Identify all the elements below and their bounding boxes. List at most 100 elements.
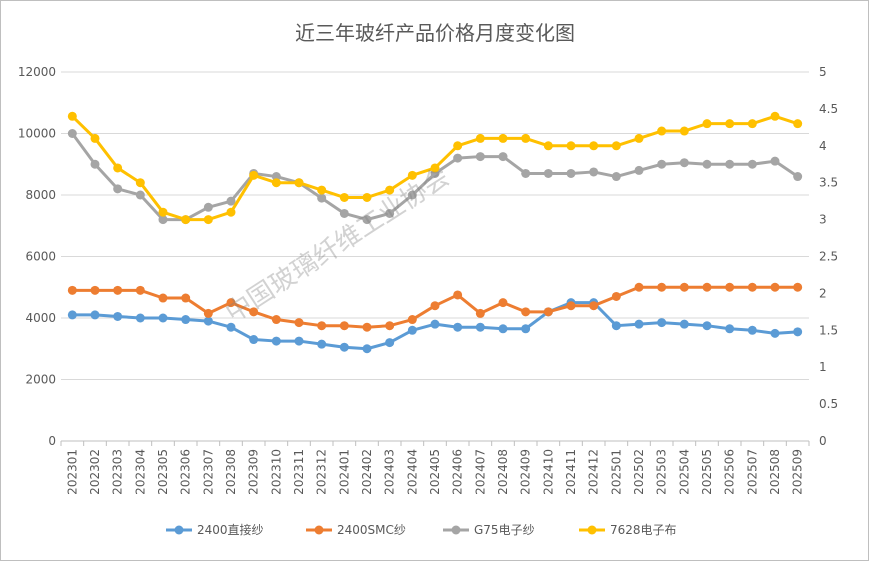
x-tick-label: 202301: [65, 449, 79, 495]
data-point: [543, 168, 553, 178]
x-tick-label: 202401: [337, 449, 351, 495]
y-left-tick-label: 0: [48, 434, 56, 448]
data-point: [317, 321, 327, 331]
data-point: [67, 111, 77, 121]
x-tick-label: 202411: [564, 449, 578, 495]
x-tick-label: 202506: [723, 449, 737, 495]
data-point: [203, 316, 213, 326]
data-point: [430, 301, 440, 311]
data-point: [702, 159, 712, 169]
y-left-tick-label: 2000: [25, 373, 56, 387]
data-point: [725, 159, 735, 169]
data-point: [271, 336, 281, 346]
data-point: [271, 315, 281, 325]
x-axis: 202301 202302 202303 202304 202305 202306 2023…: [60, 441, 810, 495]
chart-title: 近三年玻纤产品价格月度变化图: [295, 21, 575, 45]
data-point: [611, 141, 621, 151]
data-point: [158, 313, 168, 323]
x-tick-label: 202410: [541, 449, 555, 495]
data-point: [543, 141, 553, 151]
x-tick-label: 202302: [88, 449, 102, 495]
data-point: [271, 172, 281, 182]
data-point: [362, 344, 372, 354]
data-point: [475, 308, 485, 318]
data-point: [793, 282, 803, 292]
x-tick-label: 202305: [156, 449, 170, 495]
x-tick-label: 202312: [315, 449, 329, 495]
data-point: [679, 319, 689, 329]
data-point: [317, 185, 327, 195]
data-point: [521, 307, 531, 317]
data-point: [90, 310, 100, 320]
data-point: [747, 325, 757, 335]
y-right-tick-label: 1: [819, 360, 827, 374]
data-point: [226, 298, 236, 308]
x-tick-label: 202507: [745, 449, 759, 495]
data-point: [475, 152, 485, 162]
data-point: [113, 163, 123, 173]
series-group: [67, 111, 803, 354]
y-right-tick-label: 2.5: [819, 250, 838, 264]
data-point: [498, 324, 508, 334]
data-point: [339, 321, 349, 331]
data-point: [407, 315, 417, 325]
legend-marker: [451, 525, 461, 535]
data-point: [521, 168, 531, 178]
x-tick-label: 202509: [791, 449, 805, 495]
legend-item: 2400SMC纱: [306, 523, 406, 537]
data-point: [113, 184, 123, 194]
data-point: [135, 285, 145, 295]
data-point: [430, 163, 440, 173]
x-tick-label: 202311: [292, 449, 306, 495]
data-point: [181, 215, 191, 225]
legend-label: G75电子纱: [474, 523, 535, 537]
legend-label: 2400SMC纱: [337, 523, 406, 537]
data-point: [566, 141, 576, 151]
data-point: [317, 193, 327, 203]
data-point: [385, 338, 395, 348]
data-point: [679, 158, 689, 168]
x-tick-label: 202303: [111, 449, 125, 495]
data-point: [67, 310, 77, 320]
data-point: [634, 282, 644, 292]
data-point: [203, 202, 213, 212]
data-point: [181, 293, 191, 303]
legend-marker: [587, 525, 597, 535]
data-point: [475, 133, 485, 143]
x-tick-label: 202402: [360, 449, 374, 495]
legend-marker: [314, 525, 324, 535]
data-point: [135, 178, 145, 188]
data-point: [339, 208, 349, 218]
data-point: [634, 165, 644, 175]
data-point: [203, 215, 213, 225]
data-point: [453, 153, 463, 163]
data-point: [702, 321, 712, 331]
x-tick-label: 202408: [496, 449, 510, 495]
y-left-tick-label: 10000: [18, 127, 56, 141]
data-point: [566, 168, 576, 178]
data-point: [407, 325, 417, 335]
x-tick-label: 202502: [632, 449, 646, 495]
x-tick-label: 202308: [224, 449, 238, 495]
data-point: [362, 322, 372, 332]
data-point: [589, 301, 599, 311]
x-tick-label: 202403: [383, 449, 397, 495]
data-point: [226, 322, 236, 332]
data-point: [725, 324, 735, 334]
x-tick-label: 202406: [451, 449, 465, 495]
data-point: [770, 282, 780, 292]
x-tick-label: 202405: [428, 449, 442, 495]
x-tick-label: 202504: [677, 449, 691, 495]
data-point: [453, 290, 463, 300]
data-point: [294, 178, 304, 188]
data-point: [385, 321, 395, 331]
data-point: [203, 308, 213, 318]
y-axis-left: 0 2000 4000 6000 8000 10000 12000: [18, 65, 56, 448]
legend-item: 7628电子布: [579, 523, 677, 537]
data-point: [657, 282, 667, 292]
y-left-tick-label: 6000: [25, 250, 56, 264]
data-point: [770, 111, 780, 121]
series-1: [67, 282, 803, 332]
